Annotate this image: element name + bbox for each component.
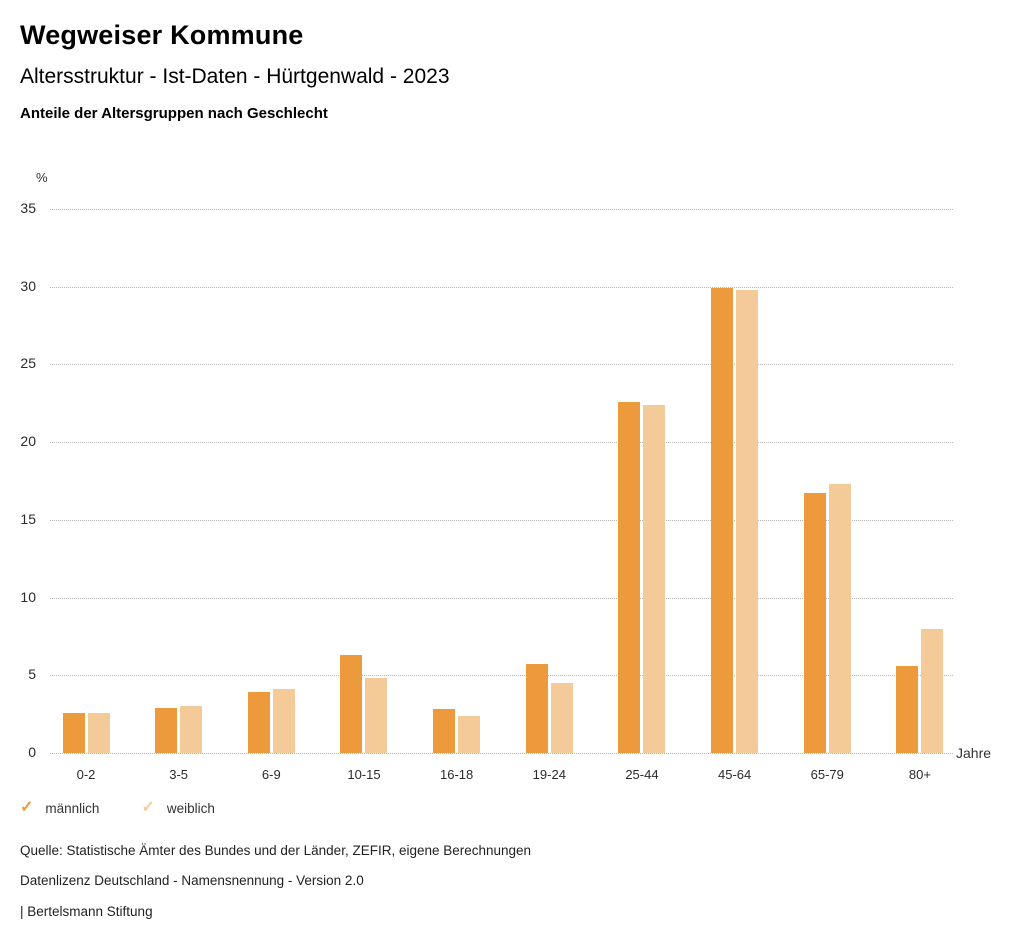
y-tick-label-10: 10 [20, 588, 36, 605]
bar-maennlich-0-2[interactable] [62, 712, 85, 753]
gridline-20 [50, 442, 953, 444]
y-axis-unit-label: % [36, 170, 48, 185]
bar-weiblich-0-2[interactable] [87, 712, 110, 753]
bar-maennlich-16-18[interactable] [433, 709, 456, 753]
y-tick-label-35: 35 [20, 200, 36, 216]
x-tick-label-65-79: 65-79 [810, 767, 844, 782]
x-tick-label-6-9: 6-9 [261, 767, 281, 782]
x-tick-label-80+: 80+ [908, 767, 931, 782]
y-tick-label-5: 5 [28, 666, 36, 683]
legend-item-label: weiblich [166, 800, 215, 816]
bar-maennlich-3-5[interactable] [155, 707, 178, 753]
x-tick-label-3-5: 3-5 [169, 767, 189, 782]
gridline-30 [50, 286, 953, 288]
gridline-35 [50, 209, 953, 210]
bar-maennlich-80+[interactable] [896, 665, 919, 753]
gridline-15 [50, 519, 953, 521]
legend-item-maennlich[interactable]: ✓ männlich [20, 800, 99, 816]
legend-item-weiblich[interactable]: ✓ weiblich [141, 800, 214, 816]
bar-weiblich-19-24[interactable] [550, 683, 573, 753]
bar-maennlich-25-44[interactable] [618, 401, 641, 753]
attribution-note: | Bertelsmann Stiftung [20, 904, 153, 919]
bar-weiblich-6-9[interactable] [272, 689, 295, 753]
x-tick-label-0-2: 0-2 [76, 767, 96, 782]
bar-maennlich-10-15[interactable] [340, 655, 363, 753]
bar-weiblich-3-5[interactable] [180, 706, 203, 753]
bar-weiblich-80+[interactable] [921, 628, 944, 753]
bar-chart: % Jahre 0 5 10 15 20 25 30 35 0-2 3-5 6-9 10-15 16-1… [20, 170, 991, 782]
chart-heading: Anteile der Altersgruppen nach Geschlech… [20, 105, 328, 122]
gridline-5 [50, 675, 953, 677]
bar-weiblich-25-44[interactable] [643, 404, 666, 753]
x-tick-label-45-64: 45-64 [717, 767, 752, 782]
source-note: Quelle: Statistische Ämter des Bundes un… [20, 843, 532, 858]
bar-weiblich-65-79[interactable] [828, 484, 851, 753]
x-tick-label-10-15: 10-15 [347, 767, 381, 782]
x-tick-label-25-44: 25-44 [625, 767, 659, 782]
x-tick-label-16-18: 16-18 [440, 767, 474, 782]
gridline-10 [50, 597, 953, 599]
page-title: Altersstruktur - Ist-Daten - Hürtgenwald… [20, 65, 450, 88]
x-tick-label-19-24: 19-24 [532, 767, 566, 782]
y-tick-label-25: 25 [20, 355, 36, 372]
gridline-0 [50, 753, 953, 754]
bar-maennlich-19-24[interactable] [525, 664, 548, 753]
check-icon: ✓ [20, 799, 34, 816]
y-tick-label-0: 0 [28, 744, 36, 760]
bar-maennlich-6-9[interactable] [247, 692, 270, 753]
gridline-25 [50, 364, 953, 366]
bar-maennlich-45-64[interactable] [711, 288, 734, 753]
bar-weiblich-45-64[interactable] [736, 289, 759, 753]
y-tick-label-20: 20 [20, 433, 36, 450]
y-tick-label-30: 30 [20, 277, 36, 294]
x-axis-unit-label: Jahre [956, 745, 992, 761]
app-title: Wegweiser Kommune [20, 20, 304, 50]
bar-weiblich-16-18[interactable] [458, 715, 481, 753]
y-tick-label-15: 15 [20, 510, 36, 527]
check-icon: ✓ [141, 799, 155, 816]
license-note: Datenlizenz Deutschland - Namensnennung … [20, 873, 364, 888]
legend-item-label: männlich [45, 800, 100, 816]
bar-maennlich-65-79[interactable] [803, 493, 826, 753]
bar-weiblich-10-15[interactable] [365, 678, 388, 753]
legend: ✓ männlich ✓ weiblich [20, 800, 215, 816]
